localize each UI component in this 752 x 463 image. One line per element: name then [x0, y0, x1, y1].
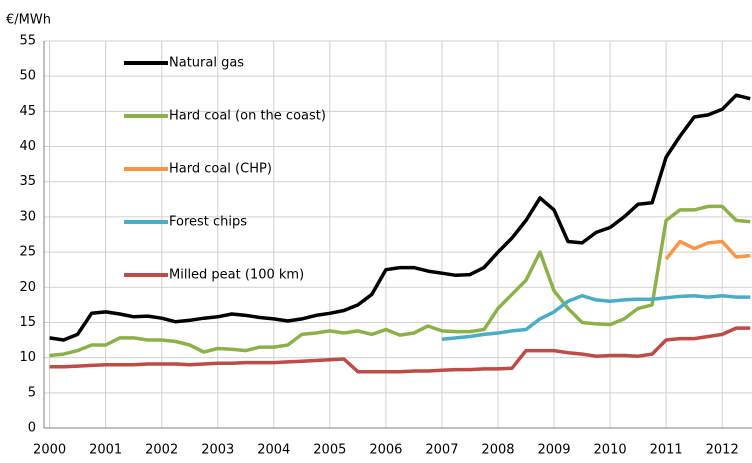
y-tick-label: 25 [19, 245, 36, 260]
y-tick-label: 40 [19, 139, 36, 154]
y-tick-label: 45 [19, 104, 36, 119]
y-tick-label: 20 [19, 280, 36, 295]
x-tick-label: 2006 [369, 443, 402, 458]
series-line [49, 93, 751, 342]
y-tick-label: 30 [19, 209, 36, 224]
x-tick-label: 2011 [650, 443, 683, 458]
x-tick-label: 2007 [425, 443, 458, 458]
y-tick-label: 55 [19, 34, 36, 49]
y-axis-label: €/MWh [6, 13, 51, 28]
x-tick-label: 2003 [201, 443, 234, 458]
x-tick-label: 2000 [33, 443, 66, 458]
y-tick-label: 15 [19, 315, 36, 330]
x-tick-label: 2002 [145, 443, 178, 458]
y-tick-label: 35 [19, 174, 36, 189]
x-tick-label: 2012 [706, 443, 739, 458]
y-tick-label: 5 [28, 385, 36, 400]
y-tick-label: 0 [28, 421, 36, 436]
series-line [664, 239, 751, 261]
x-tick-label: 2008 [481, 443, 514, 458]
x-tick-label: 2004 [257, 443, 290, 458]
legend: Natural gas Hard coal (on the coast) Hard … [124, 56, 326, 283]
series-line [441, 293, 751, 342]
y-tick-label: 10 [19, 350, 36, 365]
legend-label: Hard coal (on the coast) [169, 109, 326, 124]
legend-label: Natural gas [169, 56, 244, 71]
grid: 0 5 10 15 20 25 30 35 40 45 50 55 2000 2001 2002 2003 20… [19, 34, 752, 458]
x-tick-label: 2005 [313, 443, 346, 458]
x-tick-label: 2001 [89, 443, 122, 458]
legend-label: Milled peat (100 km) [169, 268, 304, 283]
y-tick-label: 50 [19, 69, 36, 84]
lines [49, 93, 751, 374]
x-tick-label: 2010 [594, 443, 627, 458]
series-line [49, 204, 751, 358]
legend-label: Forest chips [169, 215, 247, 230]
series-line [49, 326, 751, 374]
x-tick-label: 2009 [537, 443, 570, 458]
legend-label: Hard coal (CHP) [169, 162, 272, 177]
